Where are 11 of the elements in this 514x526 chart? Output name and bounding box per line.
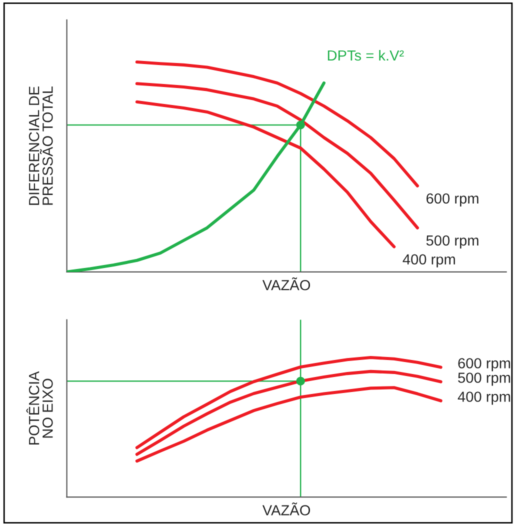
text: DPTs = k.V² xyxy=(328,50,404,61)
x-axis-title: VAZÃO xyxy=(262,277,310,290)
y-axis-title: POTÊNCIA NO EIXO xyxy=(26,371,53,445)
series-label: 600 rpm xyxy=(426,193,478,207)
series-label: 500 rpm xyxy=(458,372,510,386)
series-label: 500 rpm xyxy=(426,235,478,249)
series-label: 400 rpm xyxy=(458,392,510,405)
series-label: 600 rpm xyxy=(458,358,510,372)
x-axis-title: VAZÃO xyxy=(262,502,310,516)
y-axis-title: DIFERENCIAL DE PRESSÃO TOTAL xyxy=(28,86,53,205)
series-label: 400 rpm xyxy=(402,254,455,268)
